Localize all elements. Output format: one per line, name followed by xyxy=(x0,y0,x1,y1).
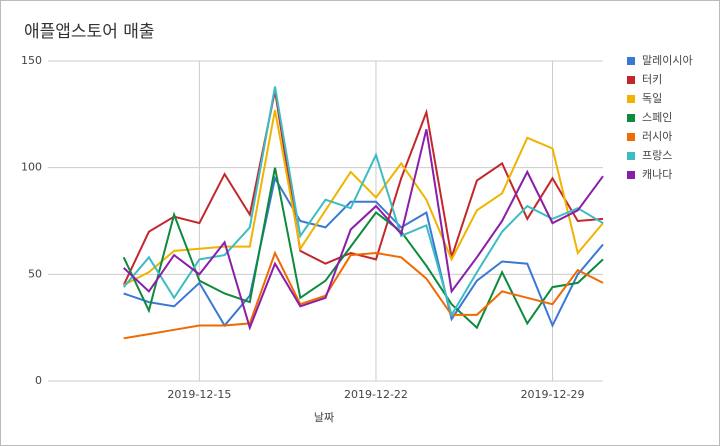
series-line xyxy=(123,250,604,340)
y-tick-label: 0 xyxy=(35,374,42,387)
legend-swatch xyxy=(627,57,635,65)
legend-swatch xyxy=(627,95,635,103)
legend-label: 러시아 xyxy=(642,130,672,143)
y-tick-label: 150 xyxy=(21,54,42,67)
legend-swatch xyxy=(627,76,635,84)
legend-swatch xyxy=(627,152,635,160)
legend-label: 터키 xyxy=(642,73,662,86)
x-axis-label: 날짜 xyxy=(314,411,334,424)
x-tick-label: 2019-12-15 xyxy=(167,388,231,401)
legend-swatch xyxy=(627,114,635,122)
y-tick-label: 50 xyxy=(28,267,42,280)
legend-label: 말레이시아 xyxy=(642,54,693,67)
series-line xyxy=(122,86,604,318)
series-line xyxy=(123,109,604,286)
series-line xyxy=(123,175,604,328)
x-tick-label: 2019-12-29 xyxy=(521,388,585,401)
series-line xyxy=(123,129,604,331)
legend-label: 스페인 xyxy=(642,111,672,124)
legend-label: 프랑스 xyxy=(642,149,672,162)
x-tick-label: 2019-12-22 xyxy=(344,388,408,401)
legend-swatch xyxy=(627,171,635,179)
legend-label: 캐나다 xyxy=(642,168,672,181)
y-tick-label: 100 xyxy=(21,161,42,174)
legend-label: 독일 xyxy=(642,91,662,105)
series-line xyxy=(122,167,604,330)
chart-title: 애플앱스토어 매출 xyxy=(24,22,155,42)
legend-swatch xyxy=(627,133,635,141)
